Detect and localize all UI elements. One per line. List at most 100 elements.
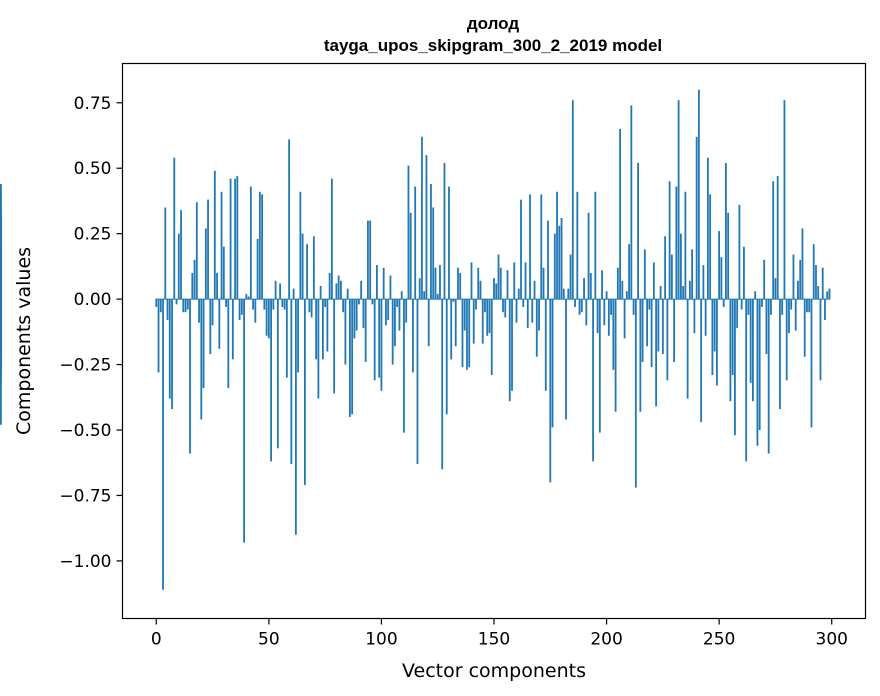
bar-274 <box>772 181 775 300</box>
bar-9 <box>175 299 178 305</box>
y-tick-label: 0.50 <box>74 159 112 179</box>
bar-142 <box>475 299 477 310</box>
bar-81 <box>337 275 340 300</box>
bar-162 <box>520 199 522 300</box>
bar-178 <box>556 191 558 300</box>
bar-120 <box>425 155 428 300</box>
bar-201 <box>607 299 610 336</box>
bar-116 <box>416 299 419 465</box>
bar-230 <box>673 299 676 362</box>
bar-31 <box>225 299 227 307</box>
bar-276 <box>776 176 779 300</box>
bar-296 <box>821 267 824 300</box>
bar-273 <box>770 299 772 315</box>
x-tick-label: 100 <box>365 630 397 650</box>
bar-91 <box>360 280 363 300</box>
bar-193 <box>589 272 592 300</box>
bar-256 <box>731 299 734 376</box>
bars-group <box>0 89 831 590</box>
bar-11 <box>180 210 182 300</box>
bar-177 <box>553 233 556 300</box>
bar-134 <box>457 267 459 300</box>
bar-217 <box>643 249 646 300</box>
bar-103 <box>387 299 390 321</box>
bar-284 <box>794 299 797 331</box>
bar-202 <box>610 299 612 315</box>
bar-228 <box>668 181 671 300</box>
bar-244 <box>704 299 707 336</box>
x-tick-label: 250 <box>703 630 735 650</box>
bar-129 <box>445 299 448 415</box>
bar-206 <box>619 128 621 300</box>
bar-8 <box>173 157 176 300</box>
bar-165 <box>526 299 529 328</box>
bar-undefined <box>0 299 2 352</box>
bar-132 <box>452 299 455 302</box>
bar-258 <box>736 299 739 328</box>
bar-53 <box>274 280 277 300</box>
bar-3 <box>162 299 164 590</box>
bar-59 <box>288 139 291 300</box>
bar-29 <box>220 191 223 300</box>
bar-260 <box>740 299 743 310</box>
bar-298 <box>826 291 829 300</box>
bar-250 <box>718 231 721 300</box>
bar-30 <box>222 246 225 300</box>
bar-266 <box>754 291 757 300</box>
bar-136 <box>461 299 464 368</box>
bar-232 <box>677 100 680 300</box>
bar-245 <box>706 157 709 300</box>
bar-265 <box>752 299 754 402</box>
chart-subtitle: tayga_upos_skipgram_300_2_2019 model <box>324 36 662 55</box>
bar-101 <box>382 267 385 300</box>
y-tick-label: 0.00 <box>74 290 112 310</box>
bar-1 <box>157 299 160 373</box>
x-axis-label: Vector components <box>402 660 586 682</box>
bar-66 <box>303 299 306 485</box>
bar-240 <box>695 136 698 300</box>
bar-131 <box>450 299 453 360</box>
y-tick-label: 0.75 <box>74 94 112 114</box>
bar-25 <box>211 299 214 326</box>
bar-227 <box>666 299 669 381</box>
bar-144 <box>479 280 482 300</box>
y-tick-label: −0.75 <box>59 486 111 506</box>
bar-234 <box>682 286 685 300</box>
bar-183 <box>567 288 570 300</box>
bar-211 <box>630 105 633 300</box>
bar-287 <box>801 228 804 300</box>
bar-254 <box>727 212 730 300</box>
bar-285 <box>797 280 799 300</box>
bar-12 <box>182 299 185 313</box>
bar-16 <box>191 272 194 300</box>
bar-75 <box>324 299 327 307</box>
bar-220 <box>650 299 653 368</box>
bar-127 <box>441 299 444 470</box>
bar-38 <box>240 299 243 315</box>
bar-200 <box>605 291 608 300</box>
bar-205 <box>616 267 619 300</box>
bar-169 <box>535 299 538 357</box>
bar-218 <box>646 299 648 347</box>
bar-85 <box>346 288 349 300</box>
bar-93 <box>364 299 367 362</box>
bar-99 <box>378 299 381 378</box>
bar-235 <box>684 191 687 300</box>
bar-102 <box>385 299 387 326</box>
bar-261 <box>743 246 745 300</box>
x-tick-label: 0 <box>151 630 162 650</box>
bar-213 <box>634 299 637 488</box>
bar-28 <box>218 299 221 349</box>
bar-5 <box>166 299 169 321</box>
bar-47 <box>261 194 263 300</box>
bar-203 <box>612 299 615 370</box>
bar-207 <box>621 280 624 300</box>
bar-23 <box>207 199 209 300</box>
bar-267 <box>756 299 759 446</box>
bar-37 <box>238 299 241 321</box>
bar-182 <box>565 299 567 420</box>
x-tick-label: 200 <box>590 630 622 650</box>
bar-190 <box>583 278 585 300</box>
bar-112 <box>407 165 410 300</box>
bar-51 <box>270 299 272 462</box>
